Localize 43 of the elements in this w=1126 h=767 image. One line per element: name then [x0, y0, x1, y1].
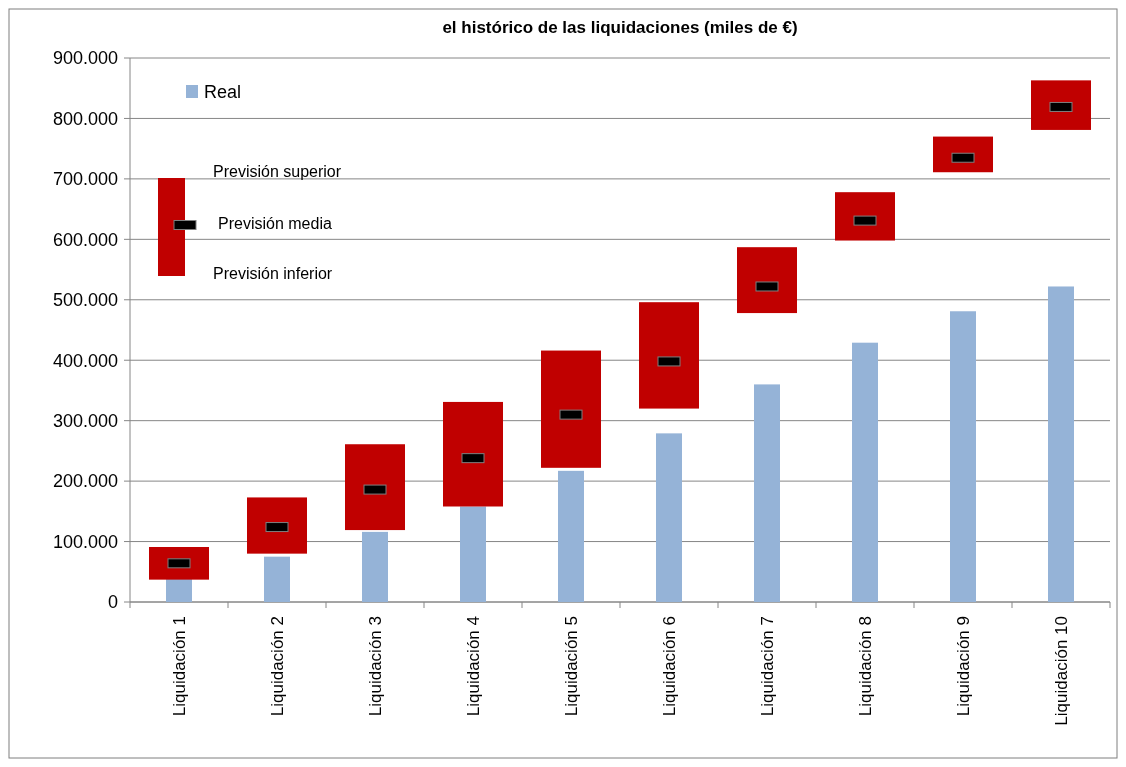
- y-tick-label: 500.000: [52, 290, 118, 311]
- x-tick-label: Liquidación 2: [267, 616, 287, 717]
- bar: [247, 497, 307, 554]
- x-tick-label: Liquidación 10: [1051, 616, 1071, 726]
- bar: [737, 247, 797, 314]
- bar: [166, 577, 192, 602]
- bar: [345, 444, 405, 531]
- bar: [639, 302, 699, 409]
- bar: [1048, 286, 1074, 602]
- x-tick-label: Liquidación 9: [953, 616, 973, 717]
- bar: [656, 433, 682, 602]
- y-tick-label: 600.000: [52, 229, 118, 250]
- y-tick-label: 700.000: [52, 169, 118, 190]
- y-tick-label: 400.000: [52, 350, 118, 371]
- y-tick-label: 100.000: [52, 531, 118, 552]
- bar: [852, 342, 878, 602]
- x-tick-label: Liquidación 6: [659, 616, 679, 717]
- chart-title: el histórico de las liquidaciones (miles de €): [442, 18, 798, 37]
- bar: [460, 506, 486, 602]
- x-tick-label: Liquidación 7: [757, 616, 777, 717]
- bar: [443, 401, 503, 507]
- y-tick-label: 300.000: [52, 410, 118, 431]
- bar: [835, 192, 895, 241]
- annotation: Previsión superior: [213, 162, 342, 180]
- legend-label: Real: [204, 82, 242, 103]
- y-tick-label: 900.000: [52, 48, 118, 69]
- legend-label: Previsión media: [218, 214, 332, 232]
- y-tick-label: 0: [107, 592, 118, 613]
- x-tick-label: Liquidación 4: [463, 616, 483, 717]
- bar: [541, 350, 601, 468]
- x-tick-label: Liquidación 1: [169, 616, 189, 717]
- x-tick-label: Liquidación 5: [561, 616, 581, 717]
- bar: [264, 556, 290, 602]
- x-tick-label: Liquidación 8: [855, 616, 875, 717]
- y-tick-label: 800.000: [52, 108, 118, 129]
- bar: [754, 384, 780, 602]
- bar: [362, 531, 388, 602]
- bar: [558, 470, 584, 602]
- bar: [950, 311, 976, 602]
- x-tick-label: Liquidación 3: [365, 616, 385, 717]
- annotation: Previsión inferior: [213, 264, 333, 282]
- bar: [1031, 80, 1091, 130]
- y-tick-label: 200.000: [52, 471, 118, 492]
